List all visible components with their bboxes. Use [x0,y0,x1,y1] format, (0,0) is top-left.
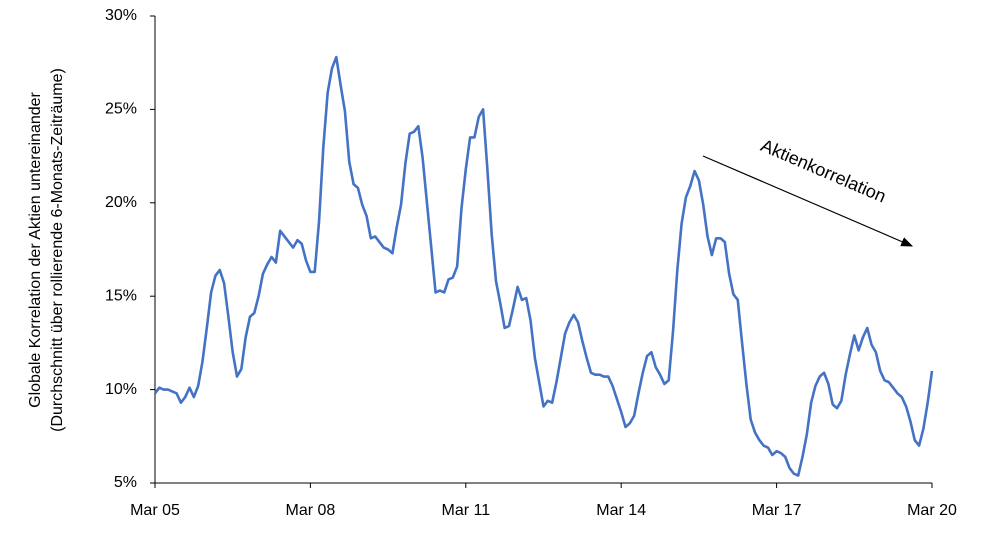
y-tick-label: 10% [105,381,137,398]
y-tick-label: 25% [105,101,137,118]
x-tick-label: Mar 11 [441,502,490,519]
annotation: Aktienkorrelation [758,135,889,206]
y-tick-label: 5% [114,474,137,491]
x-tick-label: Mar 08 [286,502,336,519]
y-tick-label: 30% [105,7,137,24]
x-tick-label: Mar 05 [130,502,180,519]
x-tick-label: Mar 20 [907,502,957,519]
annotation-arrow [702,155,914,247]
x-tick-label: Mar 14 [596,502,646,519]
line-series [153,55,934,477]
y-tick-label: 15% [105,287,137,304]
x-tick-label: Mar 17 [752,502,802,519]
y-axis-label: (Durchschnitt über rollierende 6-Monats-… [49,68,66,432]
y-tick-label: 20% [105,194,137,211]
y-axis-label: Globale Korrelation der Aktien untereina… [27,91,44,407]
